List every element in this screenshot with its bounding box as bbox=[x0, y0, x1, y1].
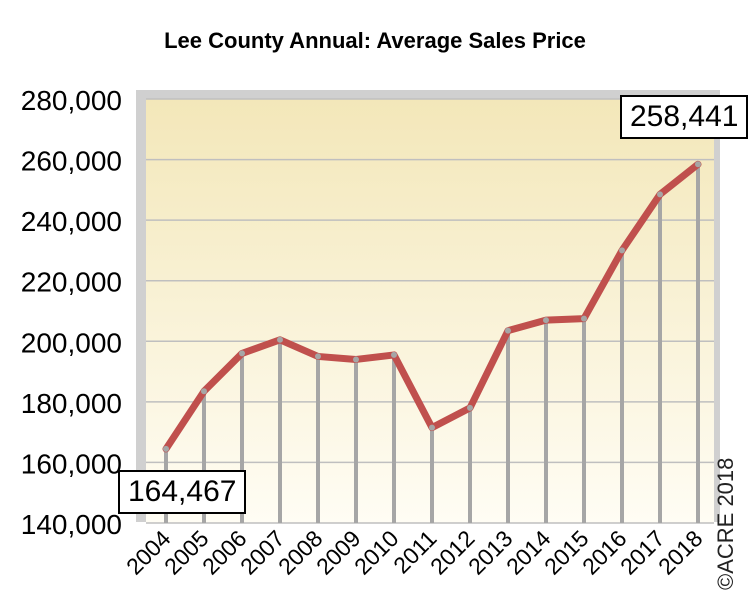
data-point bbox=[391, 351, 397, 358]
data-point bbox=[619, 247, 625, 254]
y-tick-label: 200,000 bbox=[21, 327, 122, 358]
data-point bbox=[505, 327, 511, 334]
data-point bbox=[353, 356, 359, 363]
data-point bbox=[163, 445, 169, 452]
copyright-text: ©ACRE 2018 bbox=[713, 457, 738, 590]
y-tick-label: 220,000 bbox=[21, 267, 122, 298]
data-point bbox=[201, 388, 207, 395]
y-tick-label: 240,000 bbox=[21, 206, 122, 237]
x-tick-label: 2018 bbox=[653, 525, 708, 580]
data-point bbox=[543, 317, 549, 324]
data-point bbox=[657, 191, 663, 198]
data-point bbox=[467, 404, 473, 411]
data-point bbox=[695, 161, 701, 168]
last-value-callout: 258,441 bbox=[620, 95, 749, 139]
y-tick-label: 260,000 bbox=[21, 146, 122, 177]
data-point bbox=[239, 350, 245, 357]
y-tick-label: 180,000 bbox=[21, 388, 122, 419]
chart-title: Lee County Annual: Average Sales Price bbox=[164, 28, 586, 53]
data-point bbox=[277, 336, 283, 343]
data-point bbox=[581, 315, 587, 322]
first-value-callout: 164,467 bbox=[118, 470, 247, 514]
y-tick-label: 280,000 bbox=[21, 85, 122, 116]
data-point bbox=[429, 424, 435, 431]
y-tick-label: 160,000 bbox=[21, 448, 122, 479]
y-tick-label: 140,000 bbox=[21, 509, 122, 540]
data-point bbox=[315, 353, 321, 360]
